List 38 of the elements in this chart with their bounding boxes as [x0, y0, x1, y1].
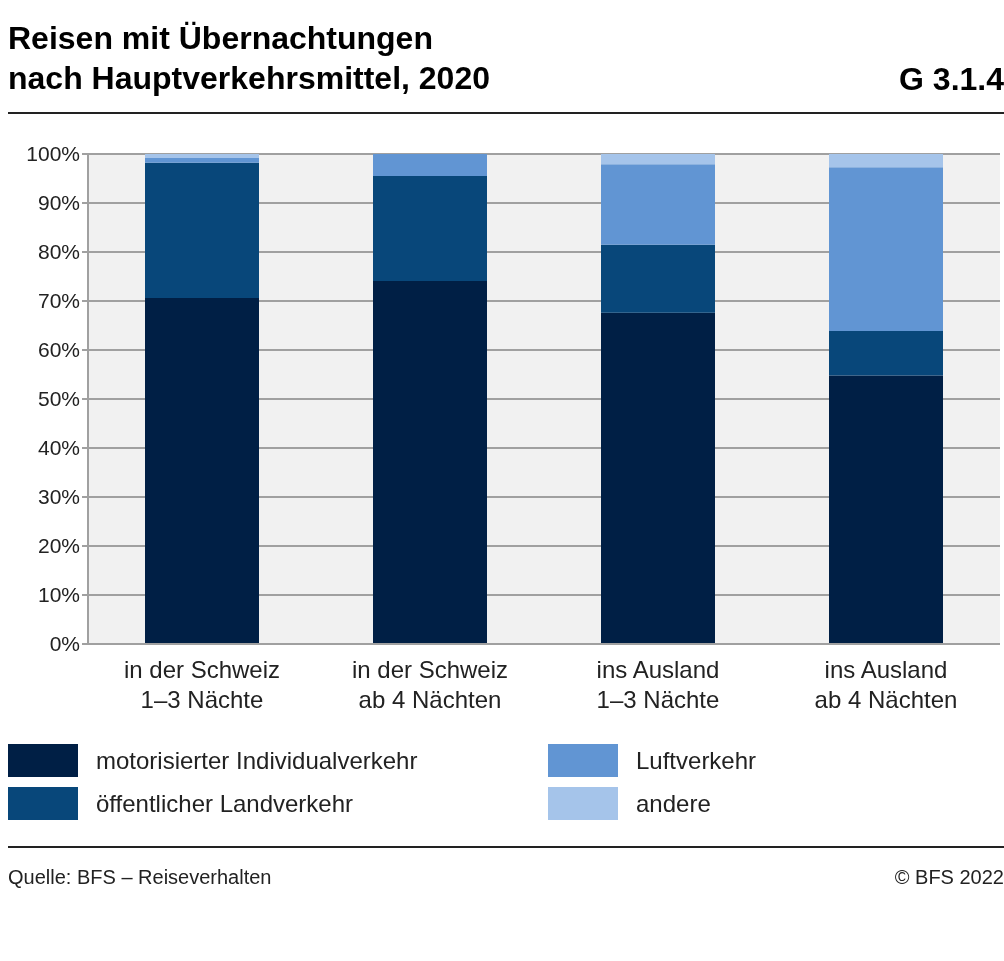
legend-label: Luftverkehr [635, 745, 758, 776]
y-tick-label: 60% [37, 338, 80, 362]
text: G 3.1.4 [899, 61, 1004, 98]
y-tick-label: 40% [37, 436, 80, 460]
bar [373, 176, 487, 281]
y-tick-label: 70% [37, 289, 80, 313]
x-tick-label: ins Ausland 1–3 Nächte [596, 656, 720, 713]
bar [601, 244, 715, 313]
source-note: Quelle: BFS – Reiseverhalten [8, 866, 272, 889]
text: © BFS 2022 [894, 866, 1004, 889]
bar [145, 157, 259, 163]
bar [373, 280, 487, 644]
bar [601, 312, 715, 644]
bar [373, 154, 487, 177]
bar [829, 330, 943, 376]
y-tick-label: 0% [49, 632, 80, 656]
y-tick-label: 30% [37, 485, 80, 509]
x-tick-label: in der Schweiz 1–3 Nächte [123, 656, 281, 713]
legend-label: andere [635, 788, 712, 819]
y-tick-label: 90% [37, 191, 80, 215]
x-tick-label: in der Schweiz ab 4 Nächten [351, 656, 509, 713]
bar [145, 154, 259, 158]
bar [829, 375, 943, 644]
y-tick-label: 80% [37, 240, 80, 264]
chart-title: Reisen mit Übernachtungen nach Hauptverkehrsmittel, 2020 [8, 19, 490, 98]
y-tick-label: 50% [37, 387, 80, 411]
bar [829, 154, 943, 168]
y-tick-label: 20% [37, 534, 80, 558]
bar [145, 298, 259, 644]
y-tick-label: 100% [26, 142, 80, 166]
legend-label: motorisierter Individualverkehr [95, 745, 419, 776]
bar [145, 162, 259, 299]
bar [601, 164, 715, 245]
bar [829, 167, 943, 331]
y-tick-label: 10% [37, 583, 80, 607]
x-tick-label: ins Ausland ab 4 Nächten [814, 656, 958, 713]
bar [601, 154, 715, 165]
legend-label: öffentlicher Landverkehr [95, 788, 355, 819]
